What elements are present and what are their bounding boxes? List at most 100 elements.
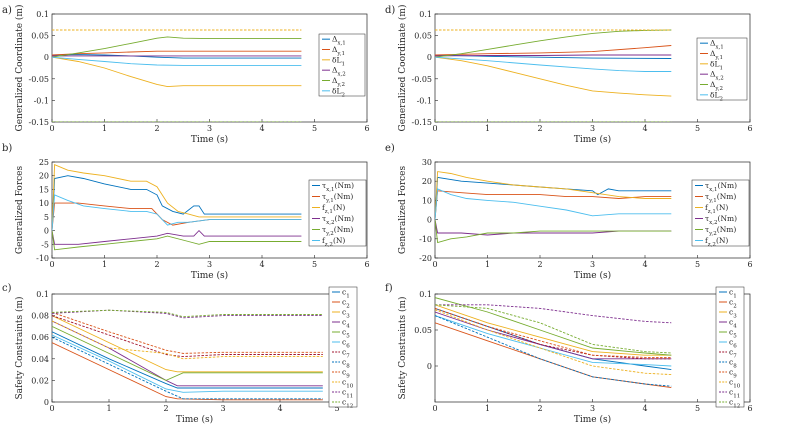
legend-text: c (729, 388, 733, 397)
legend-subscript: 6 (346, 344, 350, 350)
x-tick-label: 1 (485, 124, 490, 133)
y-tick-label: -0.1 (417, 96, 432, 105)
legend-entry: Δy,1 (710, 49, 723, 61)
legend-entry: c9 (342, 368, 350, 380)
legend-text: c (729, 398, 733, 407)
legend-text: (N) (716, 236, 728, 245)
legend-entry: Δy,2 (710, 80, 723, 92)
legend-text: c (342, 358, 346, 367)
series-line-c2 (52, 342, 323, 401)
legend-entry: c3 (342, 308, 350, 320)
x-tick-label: 0 (432, 260, 437, 269)
series-line-c10 (435, 309, 672, 376)
x-tick-label: 2 (154, 260, 159, 269)
legend-text: (N) (333, 203, 345, 212)
legend: τx,1(Nm)τy,1(Nm)fz,1(N)τx,2(Nm)τy,2(Nm)f… (308, 179, 367, 248)
y-tick-label: 5 (44, 213, 49, 222)
legend-text: δL (332, 55, 342, 64)
legend-subscript: 12 (733, 404, 740, 410)
legend-subscript: 4 (346, 324, 350, 330)
x-tick-label: 6 (747, 260, 752, 269)
legend-entry: τy,2(Nm) (705, 225, 736, 237)
legend-text: (Nm) (335, 181, 355, 190)
legend-subscript: 11 (733, 394, 740, 400)
legend-entry: c10 (342, 378, 354, 390)
legend-subscript: x,2 (715, 76, 723, 82)
legend-text: τ (705, 192, 709, 201)
legend-subscript: 5 (346, 334, 350, 340)
y-tick-label: 0.1 (419, 290, 432, 299)
series-line-c8 (52, 336, 323, 400)
legend-subscript: 2 (342, 92, 346, 98)
series-line-c11 (52, 309, 323, 319)
y-tick-label: 20 (422, 177, 432, 186)
x-tick-label: 5 (695, 124, 700, 133)
y-axis-label: Safety Constraints (m) (14, 296, 25, 399)
x-tick-label: 3 (207, 124, 212, 133)
legend-text: c (729, 378, 733, 387)
x-tick-label: 5 (695, 260, 700, 269)
legend-subscript: 10 (346, 384, 353, 390)
legend-text: τ (705, 181, 709, 190)
legend-text: c (342, 288, 346, 297)
legend-text: τ (322, 214, 326, 223)
legend-subscript: x,2 (337, 72, 345, 78)
legend-entry: τx,2(Nm) (705, 214, 737, 226)
legend-text: τ (705, 214, 709, 223)
panel-label: f) (385, 283, 393, 294)
x-tick-label: 4 (259, 124, 264, 133)
legend-text: f (322, 203, 326, 212)
legend-text: Δ (332, 66, 338, 75)
legend-text: c (342, 398, 346, 407)
series-line-c12 (52, 309, 323, 318)
series-line-l1 (52, 56, 302, 88)
legend-text: (Nm) (334, 225, 354, 234)
y-tick-label: 0 (44, 398, 49, 407)
legend-text: c (729, 328, 733, 337)
chart-panel-b: b) 0 1 2 3 4 5 6 -10 -5 0 5 10 15 20 25 Time (s) Generali… (2, 143, 370, 281)
legend-subscript: x,1 (715, 45, 723, 51)
legend-box (318, 33, 366, 97)
panel-label: d) (385, 5, 395, 16)
legend-entry: c11 (729, 388, 740, 400)
x-tick-label: 1 (102, 124, 107, 133)
legend-subscript: 11 (346, 394, 353, 400)
y-axis-label: Safety Constraints (m) (397, 296, 408, 399)
series-line-y2 (52, 36, 302, 58)
legend-entry: c7 (342, 348, 350, 360)
legend-text: (Nm) (718, 181, 738, 190)
legend-text: c (342, 308, 346, 317)
y-tick-label: 0.05 (414, 326, 432, 335)
legend-text: δL (710, 59, 720, 68)
x-tick-label: 0 (49, 404, 54, 413)
legend-text: c (729, 298, 733, 307)
legend-text: δL (332, 86, 342, 95)
legend-entry: c4 (342, 318, 350, 330)
legend-text: Δ (710, 70, 716, 79)
legend-subscript: y,1 (714, 55, 723, 61)
legend-subscript: y,2 (336, 82, 345, 88)
series-line-c5 (52, 325, 323, 381)
panel-label: b) (2, 143, 12, 154)
legend-entry: c1 (342, 288, 350, 300)
legend-subscript: y,1 (336, 51, 345, 57)
legend-box (308, 179, 367, 247)
y-tick-label: -0.15 (28, 118, 49, 127)
series-line-y1 (52, 50, 302, 56)
y-tick-label: 25 (39, 158, 49, 167)
y-tick-label: 0.05 (414, 32, 432, 41)
legend-text: Δ (710, 39, 716, 48)
x-tick-label: 2 (537, 404, 542, 413)
legend-text: c (729, 318, 733, 327)
legend-text: c (342, 318, 346, 327)
y-tick-label: 0.1 (36, 290, 49, 299)
legend-text: (N) (716, 203, 728, 212)
legend-entry: Δx,1 (332, 35, 346, 47)
legend-text: c (729, 338, 733, 347)
legend-entry: c6 (729, 338, 737, 350)
